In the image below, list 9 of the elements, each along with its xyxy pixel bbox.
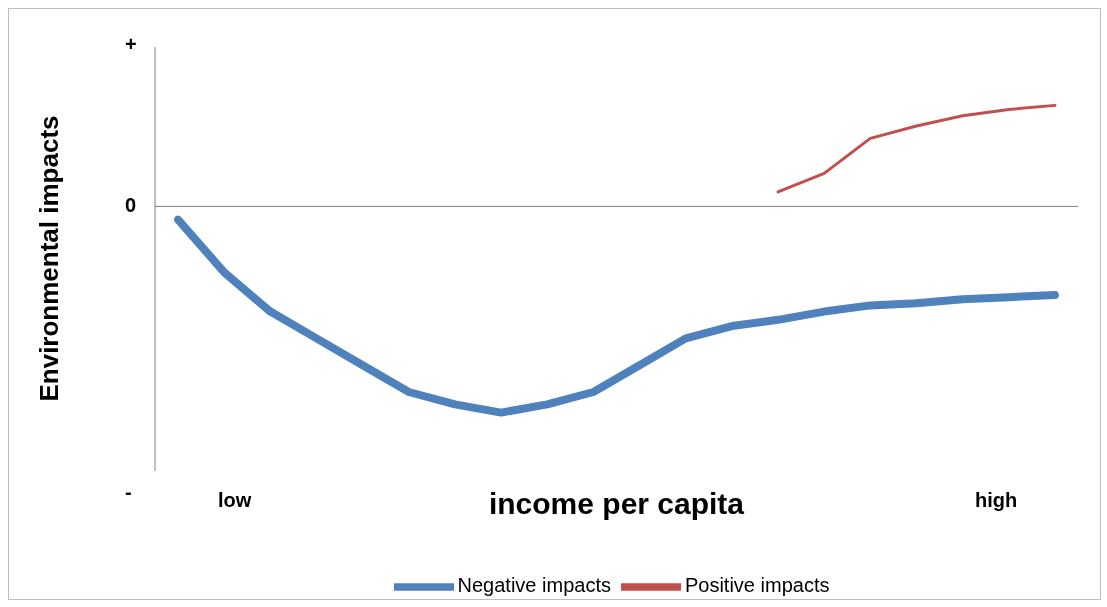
text: 0 bbox=[125, 194, 137, 218]
legend-label: Negative impacts bbox=[457, 574, 611, 597]
text: + bbox=[125, 33, 137, 56]
text: - bbox=[125, 481, 132, 504]
x-axis-title: income per capita bbox=[488, 487, 745, 520]
y-axis-title: Environmental impacts bbox=[33, 114, 65, 404]
legend-label: Positive impacts bbox=[684, 574, 830, 597]
text: high bbox=[974, 489, 1018, 512]
text: low bbox=[218, 489, 252, 512]
